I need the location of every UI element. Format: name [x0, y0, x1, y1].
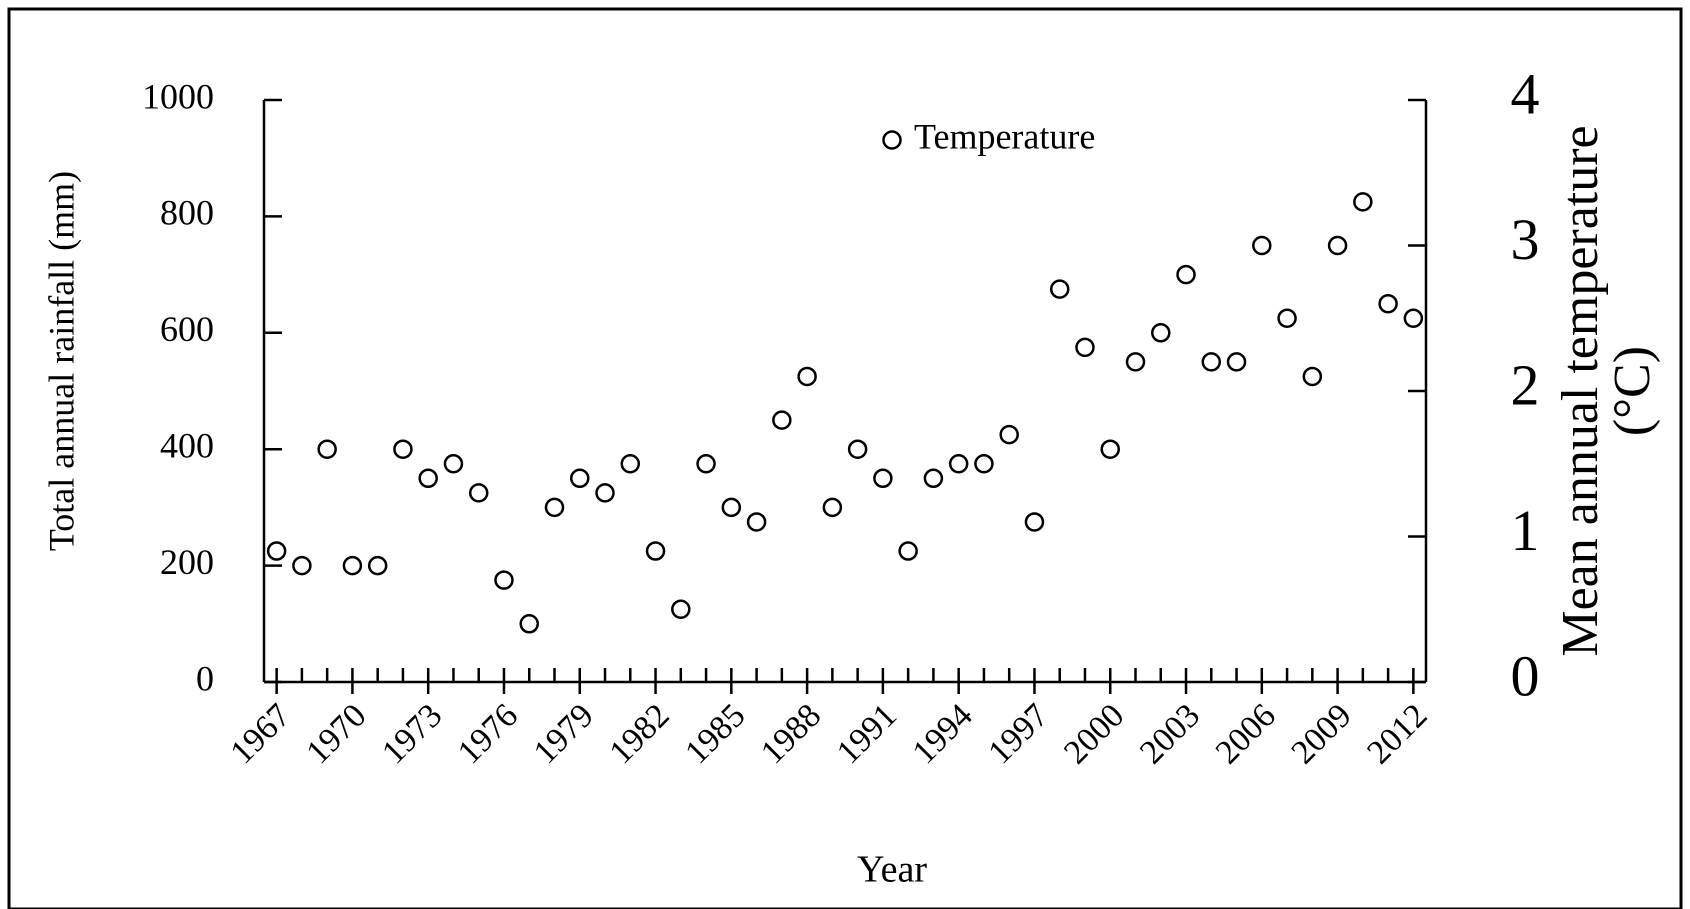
- y-tick-label: 0: [196, 658, 214, 698]
- x-tick-label: 1985: [678, 697, 752, 771]
- frame: [7, 7, 1683, 909]
- point: [595, 483, 615, 503]
- point: [847, 439, 868, 459]
- x-tick-label: 1976: [451, 697, 525, 771]
- point: [1226, 352, 1247, 372]
- x-tick-label: 1970: [299, 697, 373, 771]
- point: [873, 468, 893, 489]
- point: [494, 570, 514, 590]
- point: [1151, 323, 1171, 343]
- x-tick-label: 1991: [830, 697, 904, 771]
- point: [1353, 192, 1373, 212]
- x-tick-label: 2000: [1057, 697, 1131, 771]
- x-tick-label: 1982: [602, 697, 676, 771]
- point: [696, 454, 716, 474]
- point: [772, 410, 792, 430]
- x-tick-label: 2009: [1285, 697, 1359, 771]
- point: [671, 599, 691, 619]
- point: [1201, 352, 1222, 372]
- y2-axis-label: Mean annual temperature: [1552, 125, 1609, 656]
- x-tick-label: 2006: [1209, 697, 1283, 771]
- x-axis-label: Year: [857, 849, 927, 891]
- point: [570, 468, 590, 489]
- y2-tick-label: 3: [1511, 207, 1540, 272]
- point: [822, 497, 843, 518]
- point: [342, 555, 363, 576]
- point: [367, 555, 388, 576]
- point: [443, 454, 464, 474]
- y-tick-label: 1000: [142, 76, 214, 116]
- point: [1024, 512, 1045, 532]
- point: [974, 454, 994, 474]
- point: [393, 439, 413, 459]
- point: [292, 555, 312, 576]
- y2-tick-label: 0: [1511, 643, 1540, 708]
- y-tick-label: 400: [160, 425, 214, 465]
- point: [948, 454, 969, 474]
- point: [1327, 235, 1348, 256]
- point: [1277, 308, 1297, 328]
- point: [923, 468, 944, 489]
- x-tick-label: 2003: [1133, 697, 1207, 771]
- y-tick-label: 200: [160, 542, 214, 582]
- x-tick-label: 2012: [1360, 697, 1434, 771]
- point: [721, 497, 742, 518]
- x-tick-label: 1979: [527, 697, 601, 771]
- point: [1049, 279, 1070, 299]
- point: [266, 541, 287, 561]
- point: [1125, 352, 1146, 372]
- point: [645, 541, 666, 561]
- point: [1176, 264, 1196, 285]
- x-tick-label: 1994: [906, 697, 980, 771]
- y-tick-label: 600: [160, 309, 214, 349]
- y2-tick-label: 4: [1511, 61, 1540, 126]
- legend-marker: [882, 130, 902, 150]
- point: [620, 454, 641, 474]
- point: [418, 468, 438, 489]
- point: [746, 512, 767, 532]
- point: [1100, 439, 1120, 459]
- point: [1252, 235, 1272, 256]
- point: [544, 497, 565, 518]
- point: [317, 439, 337, 459]
- y2-tick-label: 1: [1511, 498, 1540, 563]
- point: [898, 541, 918, 561]
- y2-axis-label: (°C): [1604, 346, 1661, 436]
- point: [1403, 308, 1424, 328]
- y-axis-label: Total annual rainfall (mm): [41, 171, 81, 551]
- x-tick-label: 1988: [754, 697, 828, 771]
- x-tick-label: 1997: [981, 697, 1055, 771]
- x-tick-label: 1967: [224, 697, 298, 771]
- y-tick-label: 800: [160, 193, 214, 233]
- point: [1302, 366, 1323, 387]
- point: [1075, 337, 1095, 358]
- point: [797, 366, 817, 387]
- point: [1378, 293, 1398, 314]
- x-tick-label: 1973: [375, 697, 449, 771]
- y2-tick-label: 2: [1511, 352, 1540, 417]
- legend-label: Temperature: [914, 116, 1095, 156]
- point: [999, 424, 1019, 445]
- point: [468, 483, 489, 503]
- point: [519, 614, 539, 634]
